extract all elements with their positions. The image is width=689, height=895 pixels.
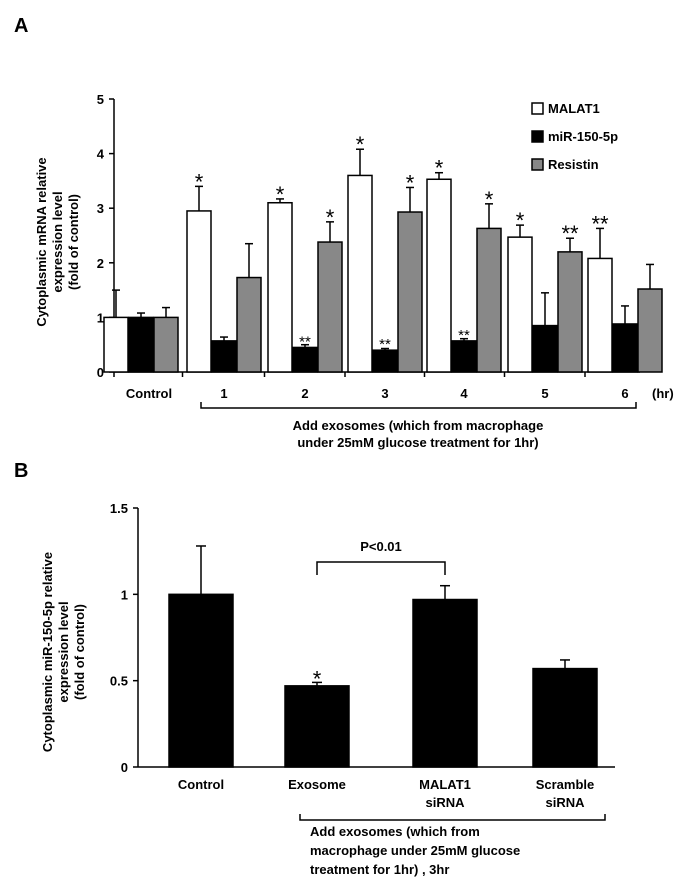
significance-bracket (316, 561, 446, 575)
panel-b-bars (168, 545, 598, 768)
bar-resistin-6 (637, 288, 663, 373)
panel-b-category-malat1-sirna-line-2: siRNA (425, 795, 465, 810)
panel-b-category-malat1-sirna-line-1: MALAT1 (419, 777, 471, 792)
panel-b-letter: B (14, 460, 28, 482)
bar-mir-150-5p-2 (292, 346, 318, 373)
legend-label-mir-150-5p: miR-150-5p (548, 129, 618, 144)
bar-mir-150-5p-control (128, 316, 154, 373)
panel-a-ytick-label-0: 0 (97, 365, 104, 380)
bar-malat1-5 (507, 236, 533, 373)
bar-malat1-1 (186, 210, 212, 373)
significance-mark-malat1-1: * (195, 169, 204, 194)
panel-b-labels: Control * Exosome MALAT1 siRNA Scramble siRNA (178, 666, 594, 810)
panel-b-ylabel-line-1: Cytoplasmic miR-150-5p relative (40, 552, 55, 752)
panel-b: B Cytoplasmic miR-150-5p relative expres… (14, 460, 615, 877)
bar-malat1-3 (347, 174, 373, 373)
panel-a-letter: A (14, 15, 28, 37)
panel-b-category-control-line-1: Control (178, 777, 224, 792)
panel-b-category-scramble-sirna-line-2: siRNA (545, 795, 585, 810)
panel-a-ytick-label-5: 5 (97, 92, 104, 107)
panel-a-category-6: 6 (621, 386, 628, 401)
panel-b-ylabel-line-3: (fold of control) (72, 604, 87, 700)
panel-b-ytick-label-3: 1.5 (110, 501, 128, 516)
significance-mark-malat1-5: * (516, 208, 525, 233)
significance-mark-mir-150-5p-4: ** (458, 327, 470, 344)
panel-b-bracket (299, 814, 606, 821)
panel-a: A Cytoplasmic mRNA relative expression l… (14, 15, 674, 450)
panel-a-category-2: 2 (301, 386, 308, 401)
legend-swatch-mir-150-5p (531, 130, 544, 143)
panel-a-ylabel-line-1: Cytoplasmic mRNA relative (34, 157, 49, 326)
panel-a-labels: Control 1*2****3****4****5***6** (126, 132, 629, 401)
bar-resistin-4 (476, 227, 502, 373)
panel-a-legend: MALAT1 miR-150-5p Resistin (531, 101, 618, 172)
panel-a-ytick-label-2: 2 (97, 256, 104, 271)
bar-resistin-2 (317, 241, 343, 373)
significance-mark-resistin-2: * (326, 205, 335, 230)
panel-b-ylabel: Cytoplasmic miR-150-5p relative expressi… (40, 552, 87, 752)
panel-b-ylabel-line-2: expression level (56, 601, 71, 702)
panel-a-bracket-line-2: under 25mM glucose treatment for 1hr) (297, 435, 538, 450)
panel-b-bracket-line-1: Add exosomes (which from (310, 824, 480, 839)
legend-swatch-malat1 (531, 102, 544, 115)
panel-a-bars (103, 148, 663, 373)
panel-a-ytick-label-4: 4 (97, 147, 105, 162)
significance-mark-resistin-4: * (485, 187, 494, 212)
panel-a-category-5: 5 (541, 386, 548, 401)
significance-mark-mir-150-5p-3: ** (379, 336, 391, 353)
bar-resistin-3 (397, 211, 423, 373)
panel-a-bracket-line-1: Add exosomes (which from macrophage (293, 418, 544, 433)
panel-b-category-exosome-line-1: Exosome (288, 777, 346, 792)
panel-b-bracket-line-3: treatment for 1hr) , 3hr (310, 862, 449, 877)
panel-b-ytick-label-2: 1 (121, 587, 128, 602)
panel-b-ytick-label-0: 0 (121, 760, 128, 775)
panel-a-ylabel-line-2: expression level (50, 191, 65, 292)
legend-swatch-resistin (531, 158, 544, 171)
panel-b-ytick-label-1: 0.5 (110, 674, 128, 689)
panel-a-category-control: Control (126, 386, 172, 401)
bar-resistin-5 (557, 251, 583, 373)
panel-a-ylabel-line-3: (fold of control) (66, 194, 81, 290)
panel-a-ylabel: Cytoplasmic mRNA relative expression lev… (34, 157, 81, 326)
bar-mir-150-5p-1 (211, 340, 237, 373)
bar-control (168, 593, 234, 768)
bar-malat1-control (103, 316, 129, 373)
significance-label: P<0.01 (360, 539, 402, 554)
significance-mark-malat1-2: * (276, 182, 285, 207)
bar-malat1-6 (587, 257, 613, 373)
panel-a-x-unit: (hr) (652, 386, 674, 401)
bar-resistin-control (153, 316, 179, 373)
panel-a-ytick-label-3: 3 (97, 201, 104, 216)
bar-mir-150-5p-3 (372, 349, 398, 373)
panel-a-bracket (200, 402, 637, 409)
bar-mir-150-5p-4 (451, 340, 477, 373)
significance-mark-malat1-4: * (435, 156, 444, 181)
bar-scramble-sirna (532, 667, 598, 768)
bar-resistin-1 (236, 276, 262, 373)
bar-malat1-2 (267, 201, 293, 373)
bar-malat1-4 (426, 178, 452, 373)
panel-a-ytick-label-1: 1 (97, 310, 104, 325)
panel-a-category-1: 1 (220, 386, 227, 401)
significance-mark-malat1-6: ** (591, 211, 609, 236)
legend-label-resistin: Resistin (548, 157, 599, 172)
panel-b-category-scramble-sirna-line-1: Scramble (536, 777, 595, 792)
bar-mir-150-5p-6 (612, 323, 638, 373)
panel-b-bracket-line-2: macrophage under 25mM glucose (310, 843, 520, 858)
bar-malat1-sirna (412, 598, 478, 768)
significance-mark-resistin-3: * (406, 170, 415, 195)
bar-mir-150-5p-5 (532, 324, 558, 373)
significance-mark-mir-150-5p-2: ** (299, 333, 311, 350)
panel-a-category-4: 4 (460, 386, 468, 401)
significance-mark-resistin-5: ** (561, 221, 579, 246)
panel-a-category-3: 3 (381, 386, 388, 401)
legend-label-malat1: MALAT1 (548, 101, 600, 116)
bar-exosome (284, 685, 350, 768)
significance-mark-exosome: * (313, 666, 322, 691)
significance-mark-malat1-3: * (356, 132, 365, 157)
